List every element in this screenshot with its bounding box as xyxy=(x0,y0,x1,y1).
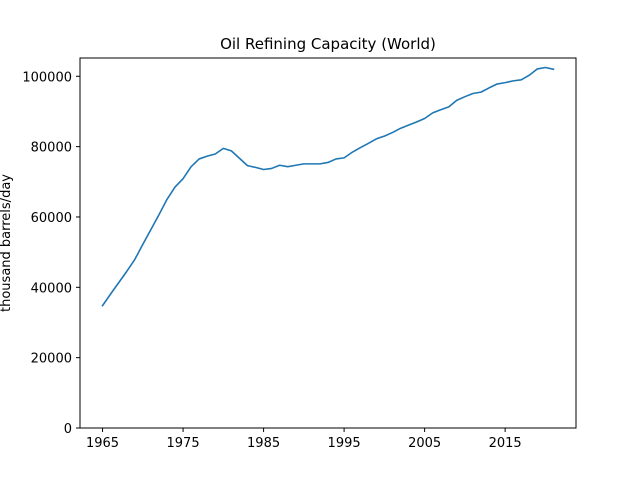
y-tick-label: 20000 xyxy=(31,352,72,367)
y-tick-label: 0 xyxy=(64,422,72,437)
y-tick-label: 60000 xyxy=(31,211,72,226)
x-tick-label: 1995 xyxy=(328,436,361,451)
series-line xyxy=(101,66,555,307)
x-tick-label: 2005 xyxy=(408,436,441,451)
x-tick-label: 1985 xyxy=(247,436,280,451)
x-tick-label: 2015 xyxy=(489,436,522,451)
y-axis-label: thousand barrels/day xyxy=(0,174,14,312)
chart-title: Oil Refining Capacity (World) xyxy=(220,35,436,53)
y-tick-label: 100000 xyxy=(22,70,72,85)
axes-frame xyxy=(79,57,577,429)
y-tick-label: 80000 xyxy=(31,141,72,156)
plot-area: 1965 1975 1985 1995 2005 2015 0 20000 40000 60000… xyxy=(22,66,555,451)
y-tick-label: 40000 xyxy=(31,281,72,296)
x-tick-label: 1965 xyxy=(86,436,119,451)
x-tick-label: 1975 xyxy=(167,436,200,451)
